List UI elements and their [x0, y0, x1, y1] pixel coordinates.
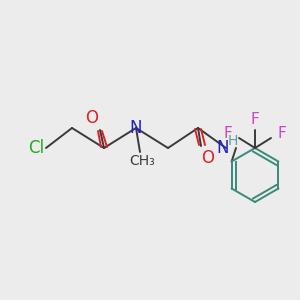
- Text: Cl: Cl: [28, 139, 44, 157]
- Text: O: O: [85, 109, 98, 127]
- Text: O: O: [202, 149, 214, 167]
- Text: N: N: [217, 139, 229, 157]
- Text: H: H: [228, 134, 238, 148]
- Text: F: F: [224, 127, 232, 142]
- Text: F: F: [250, 112, 260, 128]
- Text: CH₃: CH₃: [129, 154, 155, 168]
- Text: F: F: [278, 127, 286, 142]
- Text: N: N: [130, 119, 142, 137]
